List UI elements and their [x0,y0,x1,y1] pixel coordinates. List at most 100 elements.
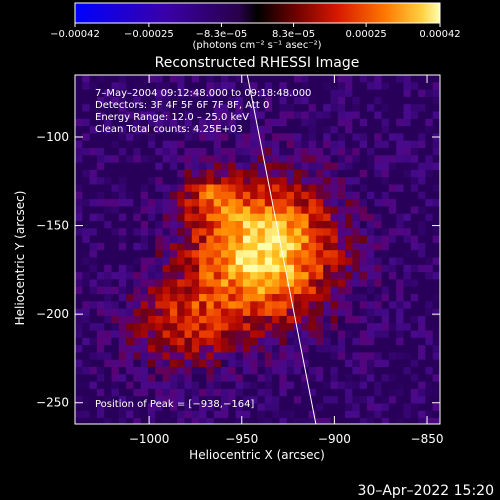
heatmap-cell [410,294,419,302]
heatmap-cell [396,418,404,424]
heatmap-cell [250,221,258,229]
heatmap-cell [425,286,434,295]
heatmap-cell [345,155,353,163]
heatmap-cell [184,104,193,112]
heatmap-cell [89,228,98,236]
heatmap-cell [133,381,142,390]
x-axis-label: Heliocentric X (arcsec) [189,448,325,462]
heatmap-cell [396,75,404,83]
heatmap-cell [432,162,440,171]
heatmap-cell [330,148,339,156]
heatmap-cell [75,118,83,127]
heatmap-cell [206,228,215,236]
heatmap-cell [323,381,331,390]
heatmap-cell [148,169,156,178]
heatmap-cell [410,308,419,317]
heatmap-cell [425,96,434,105]
heatmap-cell [286,374,295,382]
heatmap-cell [162,345,171,353]
heatmap-cell [75,191,83,200]
heatmap-cell [82,242,90,251]
heatmap-cell [257,410,266,419]
heatmap-cell [257,75,266,83]
heatmap-cell [75,89,83,98]
heatmap-cell [337,323,346,331]
heatmap-cell [148,286,156,295]
heatmap-cell [191,148,200,156]
heatmap-cell [199,126,207,134]
heatmap-cell [374,177,382,185]
heatmap-cell [294,294,302,302]
heatmap-cell [367,264,375,273]
heatmap-cell [286,104,295,112]
heatmap-cell [75,381,83,390]
heatmap-cell [257,374,266,382]
heatmap-cell [257,118,266,127]
heatmap-cell [279,111,288,120]
heatmap-cell [403,279,412,288]
heatmap-cell [286,301,295,309]
heatmap-cell [279,337,288,346]
heatmap-cell [199,403,207,412]
heatmap-cell [374,96,382,105]
heatmap-cell [104,89,112,98]
heatmap-cell [264,89,273,98]
heatmap-cell [279,162,288,171]
heatmap-cell [279,257,288,266]
heatmap-cell [228,264,236,273]
heatmap-cell [388,82,397,90]
heatmap-cell [118,199,127,207]
heatmap-cell [162,221,171,229]
heatmap-cell [82,286,90,295]
heatmap-cell [250,272,258,280]
heatmap-cell [257,352,266,361]
heatmap-cell [272,228,280,236]
heatmap-cell [308,374,317,382]
heatmap-cell [308,279,317,288]
heatmap-cell [213,75,222,83]
heatmap-cell [82,352,90,361]
heatmap-cell [235,89,244,98]
heatmap-cell [104,308,112,317]
heatmap-cell [396,162,404,171]
heatmap-cell [286,418,295,424]
heatmap-cell [96,162,105,171]
heatmap-cell [148,89,156,98]
heatmap-cell [148,272,156,280]
heatmap-cell [367,206,375,215]
heatmap-cell [257,82,266,90]
y-tick-label: −150 [36,219,69,233]
heatmap-cell [410,345,419,353]
heatmap-cell [367,111,375,120]
heatmap-cell [301,104,309,112]
heatmap-cell [250,352,258,361]
heatmap-cell [337,345,346,353]
heatmap-cell [418,286,426,295]
heatmap-cell [155,126,163,134]
heatmap-cell [206,162,215,171]
heatmap-cell [410,169,419,178]
heatmap-cell [162,418,171,424]
heatmap-cell [330,323,339,331]
heatmap-cell [221,235,229,244]
heatmap-cell [191,410,200,419]
heatmap-cell [162,359,171,368]
heatmap-cell [323,96,331,105]
colorbar-tick-label: 8.3e−05 [272,29,315,40]
heatmap-cell [126,242,134,251]
heatmap-cell [250,140,258,149]
heatmap-cell [388,337,397,346]
heatmap-cell [264,191,273,200]
heatmap-cell [432,337,440,346]
heatmap-cell [235,206,244,215]
heatmap-cell [148,75,156,83]
heatmap-cell [235,140,244,149]
heatmap-cell [367,82,375,90]
heatmap-cell [221,330,229,339]
heatmap-cell [272,345,280,353]
heatmap-cell [396,337,404,346]
heatmap-cell [228,133,236,142]
heatmap-cell [294,323,302,331]
heatmap-cell [425,315,434,324]
heatmap-cell [126,410,134,419]
